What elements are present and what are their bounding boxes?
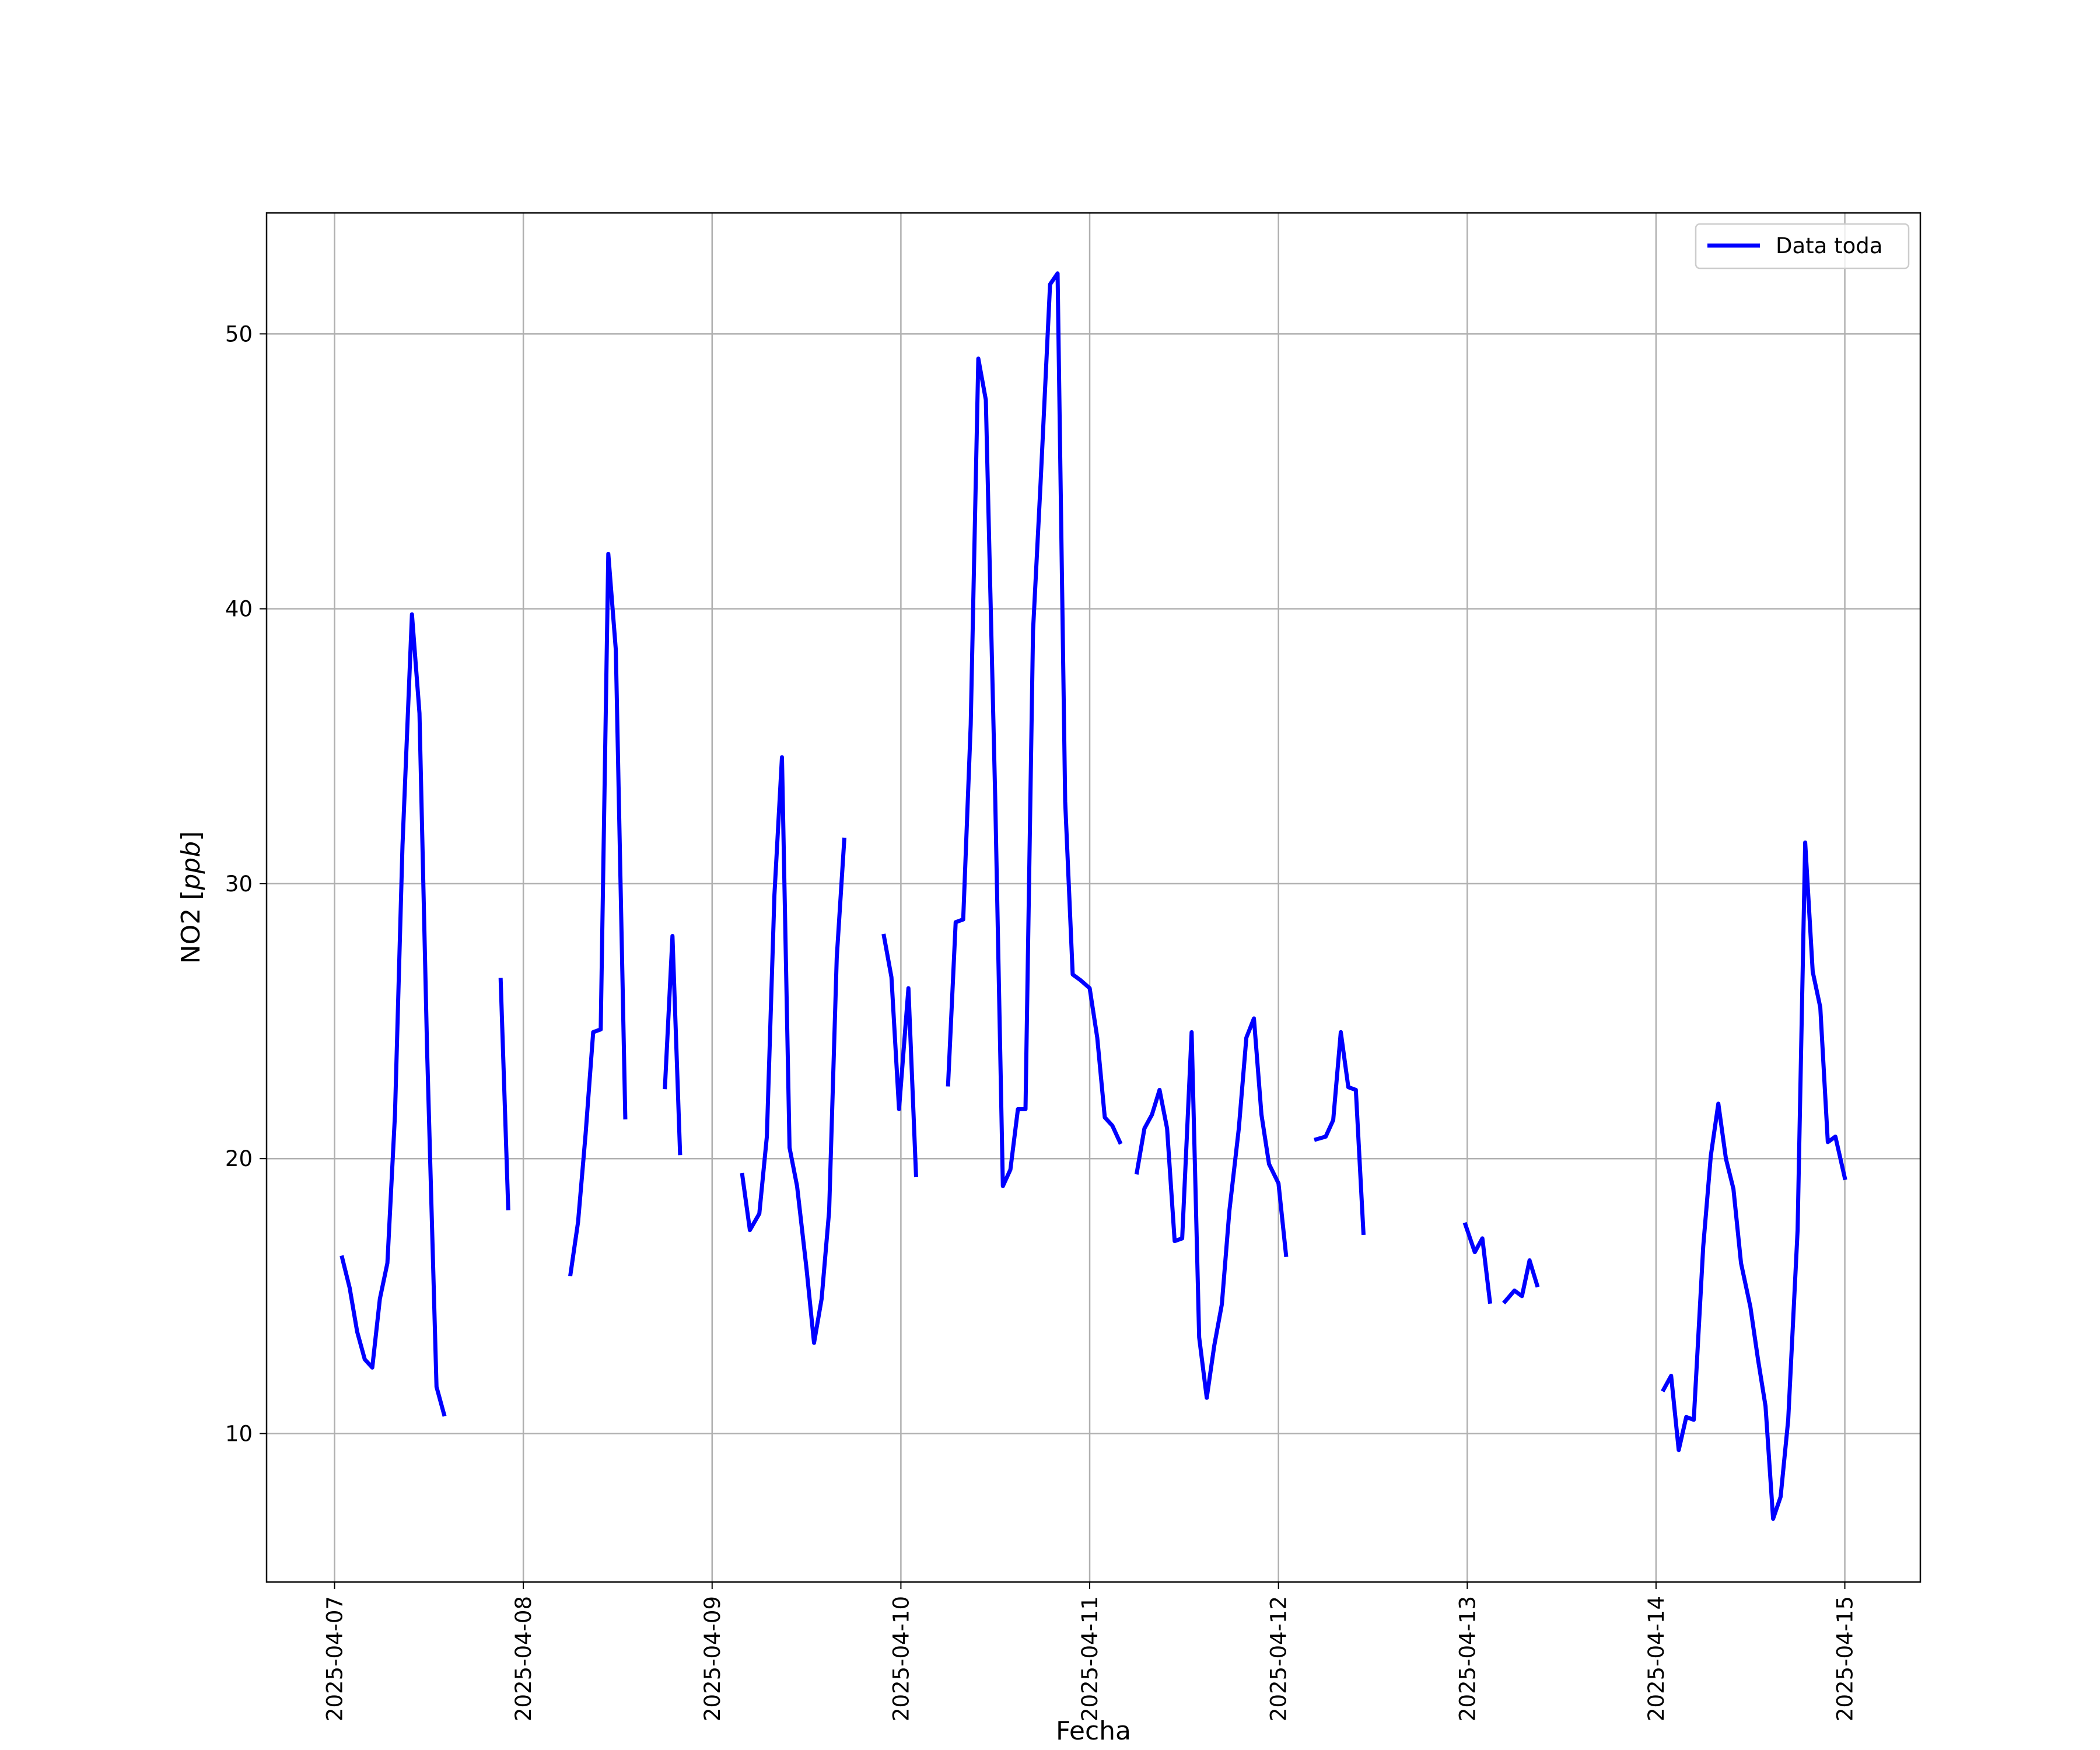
y-axis-label-close: ] [176,831,206,841]
x-tick-label: 2025-04-07 [323,1596,348,1721]
x-tick-label: 2025-04-08 [511,1596,536,1721]
y-tick-label: 40 [225,597,253,622]
x-tick-label: 2025-04-11 [1077,1596,1102,1721]
y-tick-label: 20 [225,1146,253,1171]
y-axis-label-unit: ppb [176,841,206,891]
x-tick-label: 2025-04-12 [1266,1596,1292,1721]
y-axis-label-main: NO2 [ [176,890,206,964]
x-tick-label: 2025-04-15 [1833,1596,1858,1721]
x-tick-label: 2025-04-13 [1455,1596,1480,1721]
x-tick-label: 2025-04-09 [700,1596,725,1721]
y-tick-label: 10 [225,1422,253,1447]
y-tick-label: 50 [225,321,253,346]
legend: Data toda [1696,224,1909,268]
y-axis-label: NO2 [ppb] [176,831,206,964]
y-tick-label: 30 [225,872,253,897]
legend-entry-label: Data toda [1776,233,1882,258]
x-tick-label: 2025-04-14 [1644,1596,1669,1721]
x-tick-label: 2025-04-10 [888,1596,914,1721]
x-axis-label: Fecha [1056,1716,1131,1746]
